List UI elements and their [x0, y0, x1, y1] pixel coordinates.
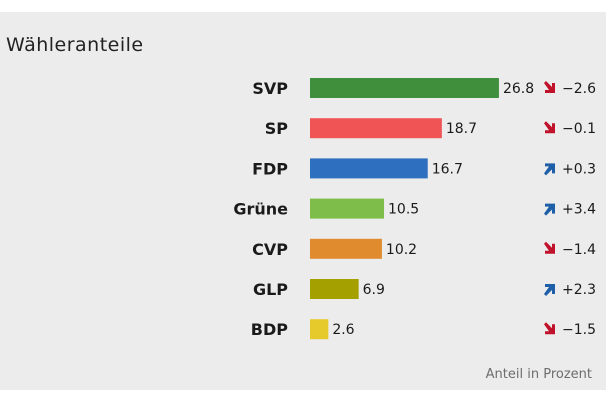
value-label: 2.6	[332, 322, 354, 338]
party-label: SP	[265, 119, 289, 138]
chart-footnote: Anteil in Prozent	[485, 367, 592, 382]
bar	[310, 319, 329, 340]
bar	[310, 279, 359, 299]
bar	[310, 118, 442, 139]
change-label: −0.1	[562, 121, 596, 137]
arrow-up-icon	[544, 203, 555, 216]
arrow-down-icon	[544, 81, 555, 93]
party-label: CVP	[252, 240, 288, 259]
arrow-up-icon	[544, 284, 555, 296]
arrow-up-icon	[544, 163, 555, 176]
value-label: 10.5	[388, 202, 419, 218]
value-label: 26.8	[503, 81, 534, 97]
bar	[310, 78, 499, 98]
party-label: GLP	[253, 280, 288, 299]
change-label: +2.3	[562, 282, 596, 298]
bar-chart: SVP 26.8 −2.6 SP 18.7 −0.1 FDP 16.7 +0.3 Grüne 10.…	[233, 78, 596, 340]
party-label: Grüne	[233, 200, 288, 219]
value-label: 6.9	[363, 282, 385, 298]
change-label: +0.3	[562, 161, 596, 177]
arrow-down-icon	[544, 241, 555, 254]
value-label: 18.7	[446, 121, 477, 137]
bar	[310, 238, 382, 259]
arrow-down-icon	[544, 322, 555, 335]
chart-title: Wähleranteile	[6, 34, 144, 56]
change-label: −1.4	[562, 242, 596, 258]
party-label: FDP	[252, 159, 288, 178]
change-label: −1.5	[562, 322, 596, 338]
value-label: 10.2	[386, 242, 417, 258]
bar	[310, 158, 428, 179]
party-label: BDP	[251, 320, 288, 339]
value-label: 16.7	[432, 161, 463, 177]
bar	[310, 198, 385, 219]
change-label: −2.6	[562, 81, 596, 97]
party-label: SVP	[252, 79, 288, 98]
arrow-down-icon	[544, 121, 555, 134]
chart-card: Wähleranteile Anteil in Prozent SVP 26.8 −…	[0, 12, 606, 390]
change-label: +3.4	[562, 202, 596, 218]
